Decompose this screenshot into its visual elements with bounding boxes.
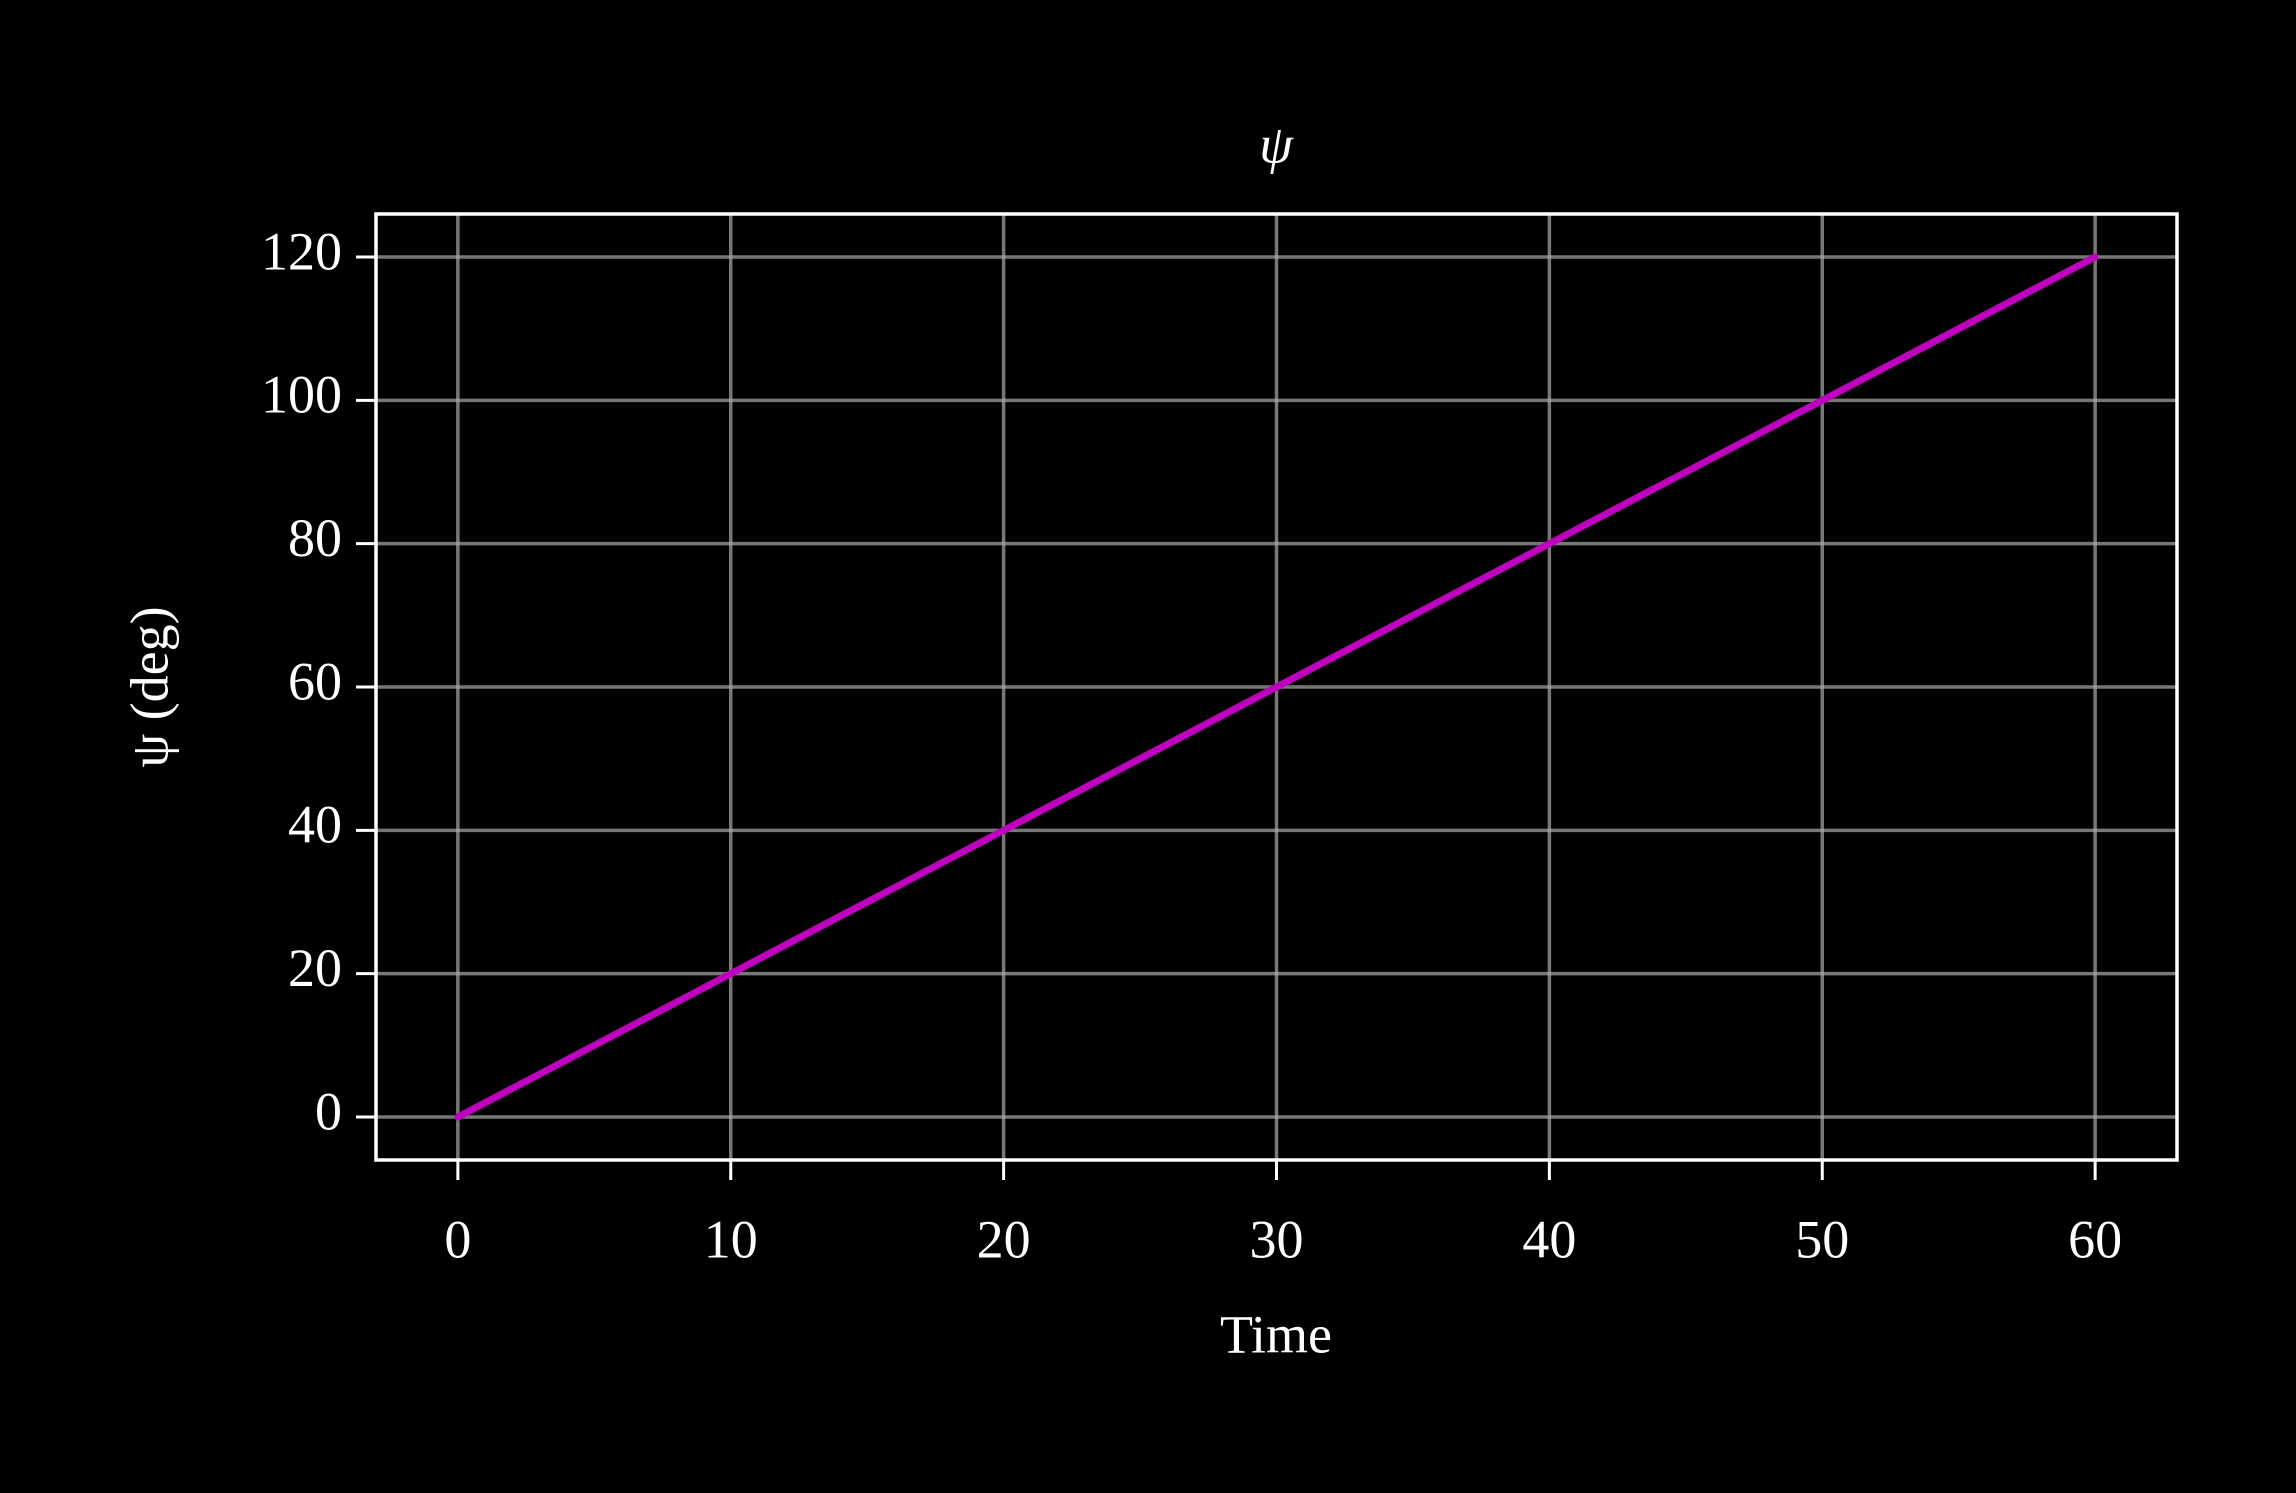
y-tick-label: 120: [261, 221, 342, 281]
x-tick-label: 0: [444, 1209, 471, 1269]
line: [454, 253, 2099, 1121]
y-tick-label: 80: [288, 508, 342, 568]
y-axis-label: ψ (deg): [119, 606, 179, 767]
x-tick-label: 40: [1522, 1209, 1576, 1269]
x-tick-label: 50: [1795, 1209, 1849, 1269]
plot-frame: [374, 212, 2179, 1162]
y-tick-label: 40: [288, 795, 342, 855]
y-tick-label: 0: [315, 1081, 342, 1141]
x-tick-label: 60: [2068, 1209, 2122, 1269]
y-tick-label: 60: [288, 651, 342, 711]
y-tick-label: 100: [261, 365, 342, 425]
y-tick-label: 20: [288, 938, 342, 998]
chart-title: ψ: [1259, 114, 1294, 174]
x-tick-label: 10: [704, 1209, 758, 1269]
x-tick-label: 20: [977, 1209, 1031, 1269]
x-axis-label: Time: [1220, 1304, 1332, 1364]
x-tick-label: 30: [1250, 1209, 1304, 1269]
